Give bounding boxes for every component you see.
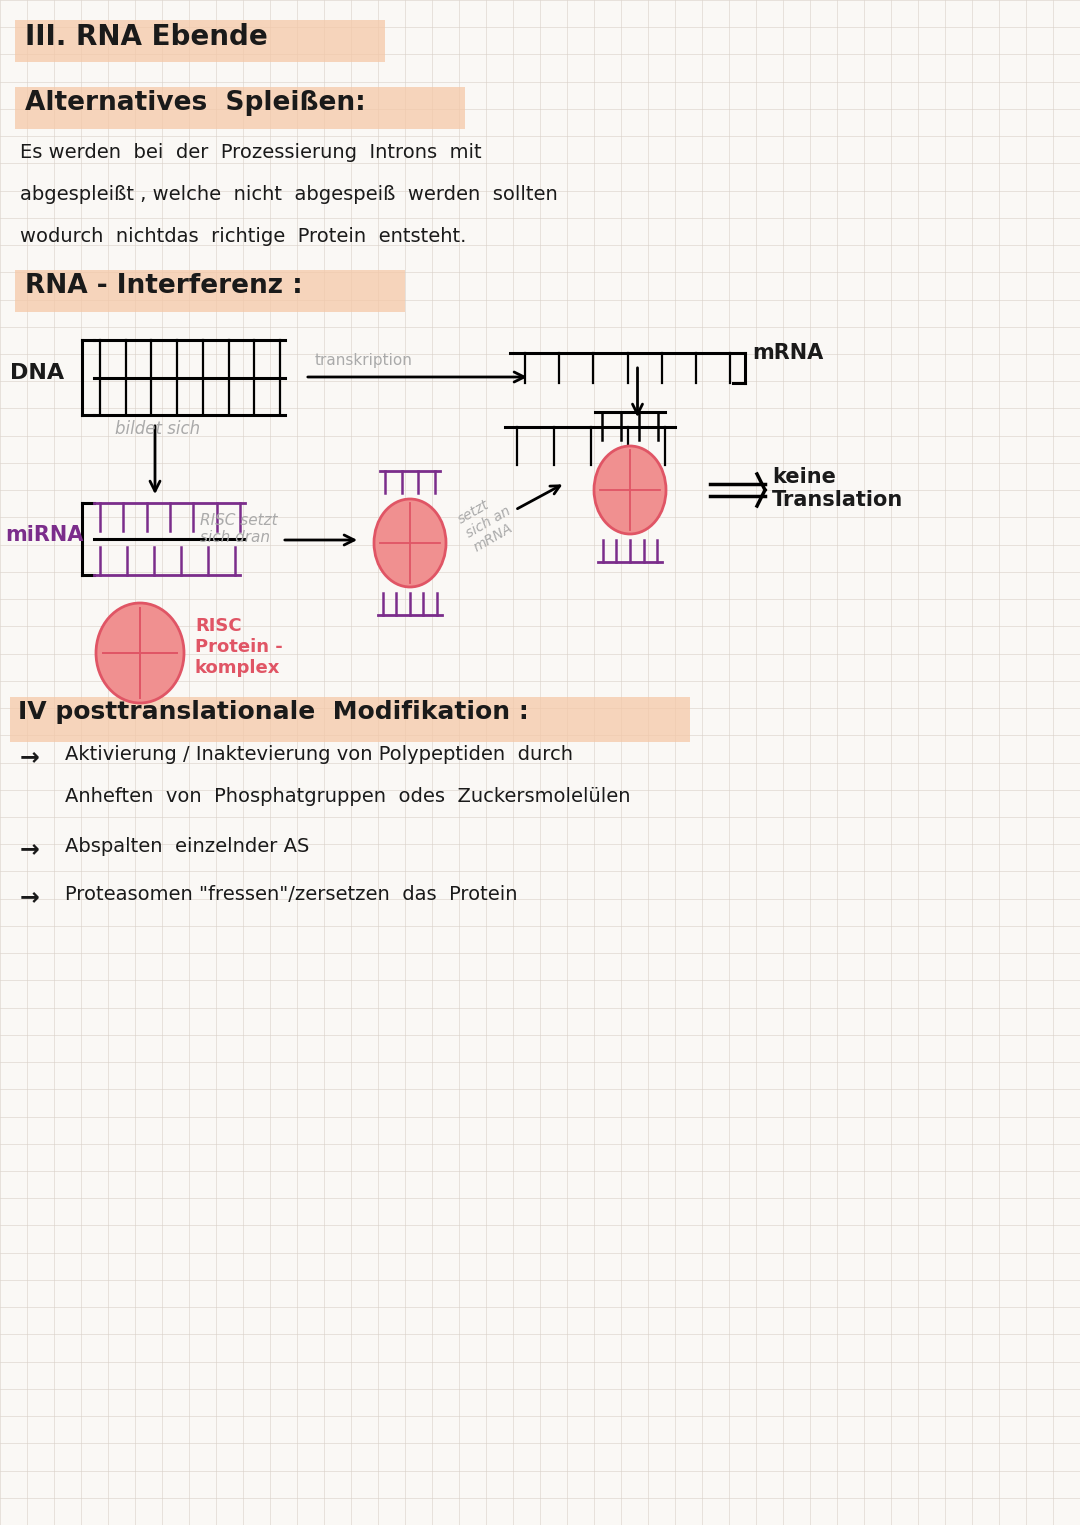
Text: bildet sich: bildet sich <box>114 419 200 438</box>
Ellipse shape <box>96 602 184 703</box>
Text: →: → <box>21 884 40 909</box>
Bar <box>10 697 690 743</box>
Text: IV posttranslationale  Modifikation :: IV posttranslationale Modifikation : <box>18 700 529 724</box>
Text: wodurch  nichtdas  richtige  Protein  entsteht.: wodurch nichtdas richtige Protein entste… <box>21 227 467 246</box>
Ellipse shape <box>374 499 446 587</box>
Text: Anheften  von  Phosphatgruppen  odes  Zuckersmolelülen: Anheften von Phosphatgruppen odes Zucker… <box>65 787 631 807</box>
Text: miRNA: miRNA <box>5 525 83 544</box>
Text: keine
Translation: keine Translation <box>772 467 903 511</box>
Text: →: → <box>21 746 40 769</box>
Text: →: → <box>21 837 40 862</box>
Text: Alternatives  Spleißen:: Alternatives Spleißen: <box>25 90 366 116</box>
Text: RNA - Interferenz :: RNA - Interferenz : <box>25 273 302 299</box>
Text: DNA: DNA <box>10 363 64 383</box>
Bar <box>15 270 405 313</box>
Text: mRNA: mRNA <box>752 343 823 363</box>
Bar <box>15 20 384 63</box>
Text: Es werden  bei  der  Prozessierung  Introns  mit: Es werden bei der Prozessierung Introns … <box>21 143 482 162</box>
Bar <box>15 87 465 130</box>
Text: Abspalten  einzelnder AS: Abspalten einzelnder AS <box>65 837 309 856</box>
Text: setzt
sich an
mRNA: setzt sich an mRNA <box>455 490 521 555</box>
Text: III. RNA Ebende: III. RNA Ebende <box>25 23 268 50</box>
Text: abgespleißt , welche  nicht  abgespeiß  werden  sollten: abgespleißt , welche nicht abgespeiß wer… <box>21 185 557 204</box>
Text: RISC
Protein -
komplex: RISC Protein - komplex <box>195 618 283 677</box>
Text: Aktivierung / Inaktevierung von Polypeptiden  durch: Aktivierung / Inaktevierung von Polypept… <box>65 746 573 764</box>
Text: transkription: transkription <box>315 352 413 368</box>
Text: RISC setzt
sich dran: RISC setzt sich dran <box>200 512 278 546</box>
Ellipse shape <box>594 445 666 534</box>
Text: Proteasomen "fressen"/zersetzen  das  Protein: Proteasomen "fressen"/zersetzen das Prot… <box>65 884 517 904</box>
